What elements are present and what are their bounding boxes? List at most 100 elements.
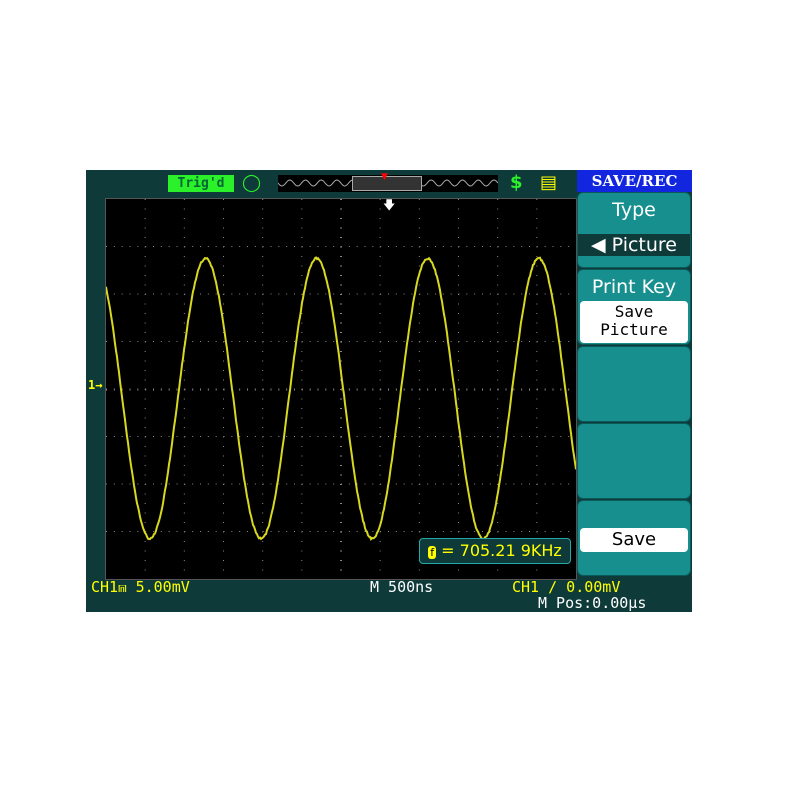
grid-dot (340, 285, 342, 286)
grid-dot (513, 341, 514, 342)
grid-dot (325, 436, 326, 437)
grid-dot (458, 351, 459, 352)
grid-dot (184, 323, 185, 324)
grid-dot (262, 541, 263, 542)
grid-dot (177, 341, 178, 342)
grid-dot (536, 503, 537, 504)
grid-dot (208, 341, 209, 342)
grid-dot (545, 389, 546, 391)
grid-dot (560, 531, 561, 532)
grid-dot (184, 503, 185, 504)
grid-dot (130, 389, 131, 391)
grid-dot (145, 228, 146, 229)
grid-dot (380, 380, 381, 381)
grid-dot (169, 341, 170, 342)
grid-dot (419, 199, 420, 200)
grid-dot (106, 389, 107, 391)
grid-dot (286, 389, 287, 391)
grid-dot (482, 531, 483, 532)
grid-dot (545, 294, 546, 295)
grid-dot (459, 341, 460, 342)
grid-dot (380, 513, 381, 514)
menu-button-print-key[interactable]: Print Key Save Picture (577, 269, 691, 345)
grid-dot (497, 351, 498, 352)
grid-dot (271, 531, 272, 532)
grid-dot (419, 427, 420, 428)
grid-dot (247, 341, 248, 342)
grid-dot (262, 313, 263, 314)
grid-dot (536, 351, 537, 352)
grid-dot (262, 503, 263, 504)
grid-dot (536, 218, 537, 219)
grid-dot (184, 361, 185, 362)
grid-dot (357, 341, 358, 342)
grid-dot (161, 246, 162, 247)
grid-dot (490, 246, 491, 247)
grid-dot (145, 465, 146, 466)
grid-dot (497, 228, 498, 229)
grid-dot (412, 246, 413, 247)
grid-dot (325, 341, 326, 342)
menu-label: Type (578, 199, 690, 221)
menu-button-4[interactable] (577, 423, 691, 499)
grid-dot (536, 304, 537, 305)
grid-dot (380, 332, 381, 333)
grid-dot (380, 370, 381, 371)
grid-dot (497, 380, 498, 381)
grid-dot (536, 275, 537, 276)
grid-dot (239, 389, 240, 391)
grid-dot (340, 304, 342, 305)
grid-dot (474, 294, 475, 295)
grid-dot (340, 199, 342, 200)
grid-dot (184, 370, 185, 371)
grid-dot (301, 456, 302, 457)
grid-dot (271, 484, 272, 485)
menu-button-3[interactable] (577, 346, 691, 422)
grid-dot (333, 531, 334, 532)
grid-dot (333, 436, 334, 437)
grid-dot (262, 351, 263, 352)
grid-dot (262, 427, 263, 428)
grid-dot (223, 456, 224, 457)
grid-dot (458, 237, 459, 238)
grid-dot (340, 332, 342, 333)
grid-dot (318, 341, 319, 342)
grid-dot (184, 199, 185, 200)
grid-dot (466, 294, 467, 295)
grid-dot (419, 370, 420, 371)
grid-dot (145, 256, 146, 257)
grid-dot (529, 389, 530, 391)
printer-icon: ▤ (540, 172, 557, 193)
grid-dot (262, 256, 263, 257)
save-button[interactable]: Save (580, 528, 688, 552)
grid-dot (380, 285, 381, 286)
grid-dot (365, 389, 366, 391)
frequency-value: 705.21 9KHz (460, 541, 562, 560)
grid-dot (262, 560, 263, 561)
grid-dot (223, 370, 224, 371)
grid-dot (388, 389, 389, 391)
grid-dot (419, 399, 420, 400)
grid-dot (301, 494, 302, 495)
grid-dot (372, 294, 373, 295)
grid-dot (223, 199, 224, 200)
grid-dot (184, 237, 185, 238)
grid-dot (474, 389, 475, 391)
grid-dot (302, 484, 303, 485)
menu-button-save[interactable]: Save (577, 500, 691, 576)
grid-dot (223, 560, 224, 561)
grid-dot (145, 541, 146, 542)
menu-button-type[interactable]: Type ◀ Picture (577, 192, 691, 268)
grid-dot (340, 313, 342, 314)
grid-dot (301, 503, 302, 504)
grid-dot (208, 294, 209, 295)
grid-dot (145, 380, 146, 381)
grid-dot (263, 531, 264, 532)
grid-dot (419, 408, 420, 409)
grid-dot (513, 389, 514, 391)
grid-dot (137, 484, 138, 485)
grid-dot (325, 294, 326, 295)
grid-dot (341, 341, 342, 342)
grid-dot (310, 389, 311, 391)
grid-dot (184, 456, 185, 457)
